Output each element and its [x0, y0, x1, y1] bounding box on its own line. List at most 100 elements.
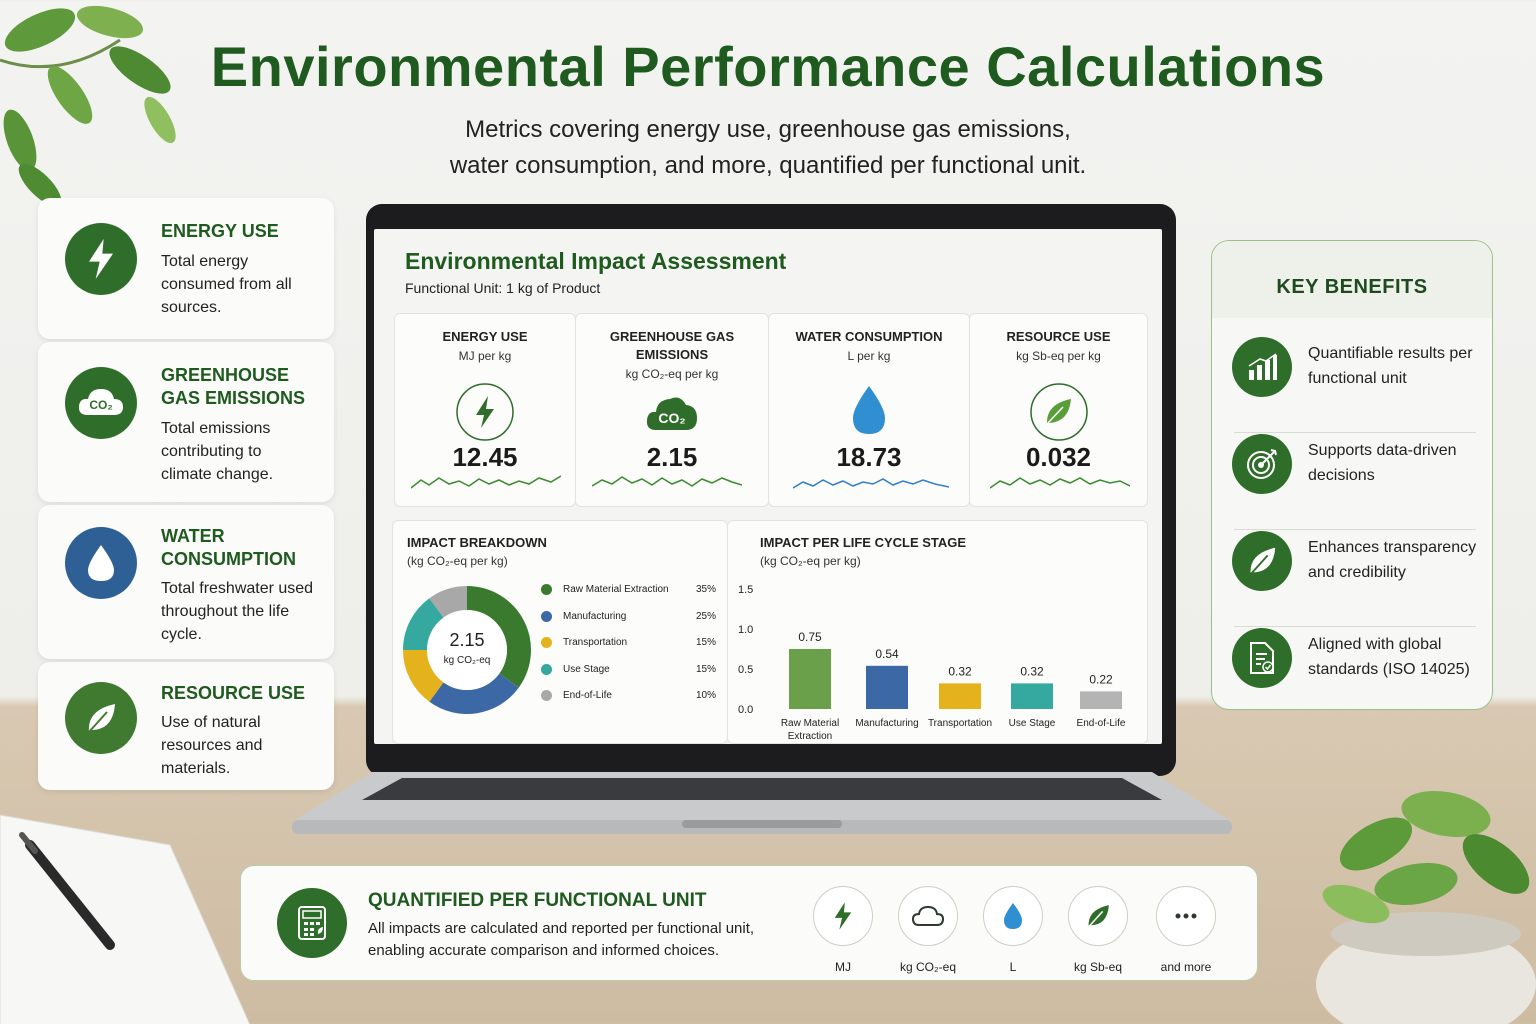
unit-label: L — [1009, 960, 1017, 974]
cloud-icon — [898, 886, 958, 946]
key-benefits-panel: KEY BENEFITS Quantifiable results per fu… — [1211, 240, 1493, 710]
legend-swatch — [541, 663, 552, 675]
benefit-item: Enhances transparency and credibility — [1232, 531, 1476, 627]
x-tick-label: Transportation — [928, 718, 992, 729]
legend-label: Transportation — [563, 637, 628, 648]
potted-plant-decoration — [1316, 790, 1536, 1024]
y-tick-label: 0.5 — [738, 664, 753, 676]
donut-center-value: 2.15 — [449, 630, 484, 650]
divider — [1234, 529, 1476, 530]
metric-value: 2.15 — [646, 442, 698, 472]
legend-percent: 35% — [695, 584, 716, 595]
legend-label: Raw Material Extraction — [563, 584, 669, 595]
card-title: RESOURCE USE — [161, 683, 306, 703]
y-tick-label: 1.5 — [738, 584, 753, 596]
bar-value-label: 0.32 — [948, 664, 972, 678]
co2-label: CO₂ — [89, 398, 112, 412]
card-title: WATER CONSUMPTION — [161, 526, 296, 569]
sparkline — [990, 477, 1130, 489]
bar — [1011, 683, 1053, 709]
water-consumption-card: WATER CONSUMPTION Total freshwater used … — [38, 505, 334, 659]
sparkline — [793, 478, 949, 489]
notebook-decoration — [0, 814, 250, 1024]
metric-value: 18.73 — [836, 442, 902, 472]
legend-percent: 10% — [695, 690, 716, 701]
leaf-icon — [1232, 531, 1292, 591]
co2-label: CO₂ — [658, 410, 685, 426]
metric-title: WATER CONSUMPTION — [795, 329, 943, 344]
donut-legend: Raw Material Extraction 35% Manufacturing 2… — [541, 581, 716, 714]
benefit-item: Aligned with global standards (ISO 14025… — [1232, 628, 1476, 709]
leaf-icon — [65, 682, 137, 754]
stage-bar-chart: 0.0 0.5 1.0 1.5 0.75 Raw Material Extraction 0.… — [738, 584, 1126, 742]
legend-item: Manufacturing 25% — [541, 608, 716, 635]
card-title: GREENHOUSE GAS EMISSIONS — [161, 365, 306, 408]
legend-percent: 25% — [695, 610, 716, 622]
sparkline — [411, 475, 561, 489]
ellipsis-icon — [1156, 886, 1216, 946]
metric-unit: MJ per kg — [458, 349, 512, 363]
unit-label: kg CO₂-eq — [899, 960, 956, 974]
resource-use-card: RESOURCE USE Use of natural resources an… — [38, 662, 334, 790]
legend-item: Use Stage 15% — [541, 661, 716, 688]
subtitle-line-2: water consumption, and more, quantified … — [449, 152, 1087, 179]
unit-sb: kg Sb-eq — [1063, 886, 1133, 974]
donut-slice — [403, 650, 444, 702]
benefit-item: Supports data-driven decisions — [1232, 434, 1476, 530]
unit-label: kg Sb-eq — [1073, 960, 1123, 974]
lightning-icon — [65, 223, 137, 295]
legend-label: Use Stage — [563, 663, 610, 675]
dashboard-title: Environmental Impact Assessment — [405, 248, 787, 274]
legend-label: Manufacturing — [563, 610, 627, 622]
legend-percent: 15% — [695, 637, 716, 648]
panel-title: IMPACT PER LIFE CYCLE STAGE — [760, 535, 967, 550]
bar — [1080, 691, 1122, 709]
water-drop-icon — [849, 384, 889, 441]
metric-card-resource: RESOURCE USE kg Sb-eq per kg 0.032 — [969, 313, 1148, 507]
legend-item: End-of-Life 10% — [541, 687, 716, 714]
benefits-title: KEY BENEFITS — [1212, 241, 1492, 318]
benefit-text: Aligned with global standards (ISO 14025… — [1308, 636, 1470, 678]
lightning-icon — [813, 886, 873, 946]
panel-title: IMPACT BREAKDOWN — [407, 535, 547, 550]
divider — [1234, 432, 1476, 433]
x-tick-label: Use Stage — [1009, 718, 1056, 729]
life-cycle-stage-panel: IMPACT PER LIFE CYCLE STAGE (kg CO₂-eq p… — [727, 520, 1148, 744]
bar — [789, 649, 831, 709]
metric-value: 12.45 — [452, 442, 518, 472]
metric-unit: L per kg — [847, 349, 891, 363]
donut-chart: 2.15 kg CO₂-eq — [403, 586, 531, 714]
bar-value-label: 0.54 — [875, 647, 899, 661]
card-title: ENERGY USE — [161, 221, 279, 241]
benefit-item: Quantifiable results per functional unit — [1232, 337, 1476, 433]
laptop-base — [292, 772, 1232, 834]
co2-cloud-icon: CO₂ — [644, 392, 700, 441]
metric-unit: kg Sb-eq per kg — [1016, 349, 1101, 363]
bar-value-label: 0.75 — [798, 630, 822, 644]
functional-unit-label: Functional Unit: 1 kg of Product — [405, 280, 601, 296]
unit-mj: MJ — [808, 886, 878, 974]
donut-slice — [467, 586, 531, 688]
leaf-icon — [1029, 382, 1089, 447]
metric-title: RESOURCE USE — [1006, 329, 1111, 344]
water-drop-icon — [983, 886, 1043, 946]
benefit-text: Supports data-driven decisions — [1308, 442, 1457, 484]
donut-slice — [403, 598, 444, 650]
donut-slice — [429, 586, 467, 618]
legend-swatch — [541, 690, 552, 701]
banner-desc-line-1: All impacts are calculated and reported … — [368, 920, 755, 937]
energy-use-card: ENERGY USE Total energy consumed from al… — [38, 198, 334, 339]
legend-item: Raw Material Extraction 35% — [541, 581, 716, 608]
bar-value-label: 0.22 — [1089, 672, 1113, 686]
metric-unit: kg CO₂-eq per kg — [625, 367, 719, 381]
co2-cloud-icon: CO₂ — [65, 367, 137, 439]
legend-label: End-of-Life — [563, 690, 612, 701]
target-icon — [1232, 434, 1292, 494]
panel-unit: (kg CO₂-eq per kg) — [407, 554, 508, 568]
x-tick-label: Manufacturing — [855, 718, 918, 729]
metric-title: ENERGY USE — [442, 329, 528, 344]
y-tick-label: 0.0 — [738, 704, 753, 716]
impact-breakdown-panel: IMPACT BREAKDOWN (kg CO₂-eq per kg) 2.15… — [392, 520, 728, 744]
sparkline — [592, 476, 742, 487]
card-description: Use of natural resources and materials. — [161, 714, 263, 777]
